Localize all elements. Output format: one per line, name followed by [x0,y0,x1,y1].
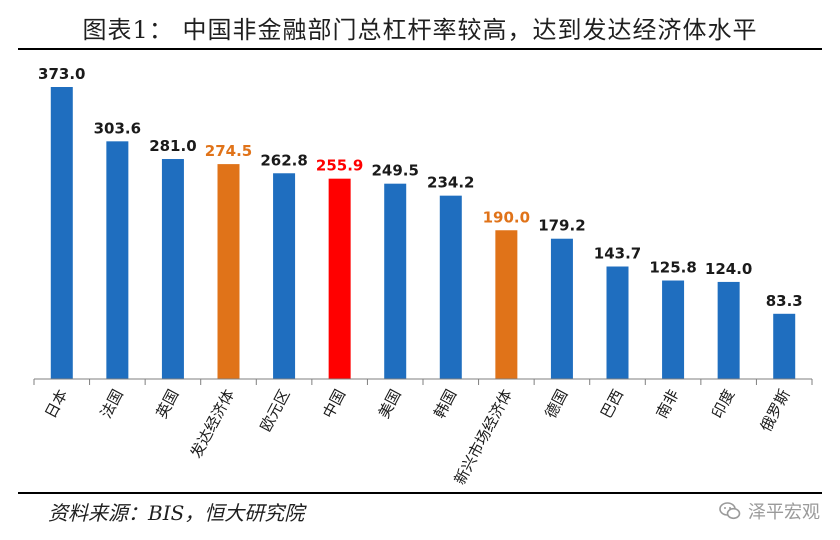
wechat-icon [719,502,741,520]
bar-chart: 373.0 303.6 281.0 274.5 262.8 255.9 249.5 234.2… [33,65,813,488]
value-label: 124.0 [705,260,752,278]
bar-日本 [50,87,73,379]
value-label: 83.3 [766,292,803,310]
bar-英国 [161,159,184,379]
category-label: 韩国 [430,386,460,421]
category-label: 中国 [319,386,349,421]
footer-divider [18,492,822,494]
value-label: 190.0 [483,208,530,226]
value-label: 179.2 [538,217,585,235]
bar-中国 [328,178,351,379]
category-label: 德国 [541,386,571,421]
value-label: 262.8 [260,151,307,169]
title-divider [18,48,822,50]
value-label: 234.2 [427,174,474,192]
value-label: 373.0 [38,65,85,83]
category-label: 俄罗斯 [757,386,794,434]
category-label: 巴西 [597,386,627,421]
bar-美国 [384,183,407,379]
value-label: 125.8 [649,259,696,277]
value-label: 303.6 [94,119,141,137]
bar-俄罗斯 [773,313,796,379]
category-label: 新兴市场经济体 [451,386,516,487]
bar-印度 [717,281,740,379]
category-label: 日本 [41,386,71,421]
bar-发达经济体 [217,164,240,379]
source-note: 资料来源：BIS，恒大研究院 [48,501,305,525]
category-label: 发达经济体 [187,386,238,461]
bar-法国 [106,141,129,379]
value-label: 281.0 [149,137,196,155]
bar-新兴市场经济体 [495,230,518,379]
category-label: 英国 [152,386,182,421]
category-label: 欧元区 [257,386,294,434]
category-label: 法国 [97,386,127,421]
bar-南非 [662,280,685,379]
bar-欧元区 [273,173,296,379]
brand-name: 泽平宏观 [748,502,820,523]
category-label: 南非 [653,386,683,421]
category-label: 美国 [375,386,405,421]
chart-title: 图表1： 中国非金融部门总杠杆率较高，达到发达经济体水平 [82,16,758,44]
value-label: 143.7 [594,245,641,263]
bar-德国 [550,238,573,379]
value-label: 255.9 [316,157,363,175]
brand-watermark: 泽平宏观 [718,498,820,524]
bar-巴西 [606,266,629,379]
category-label: 印度 [708,386,738,421]
value-label: 274.5 [205,142,252,160]
bar-韩国 [439,195,462,379]
value-label: 249.5 [371,162,418,180]
